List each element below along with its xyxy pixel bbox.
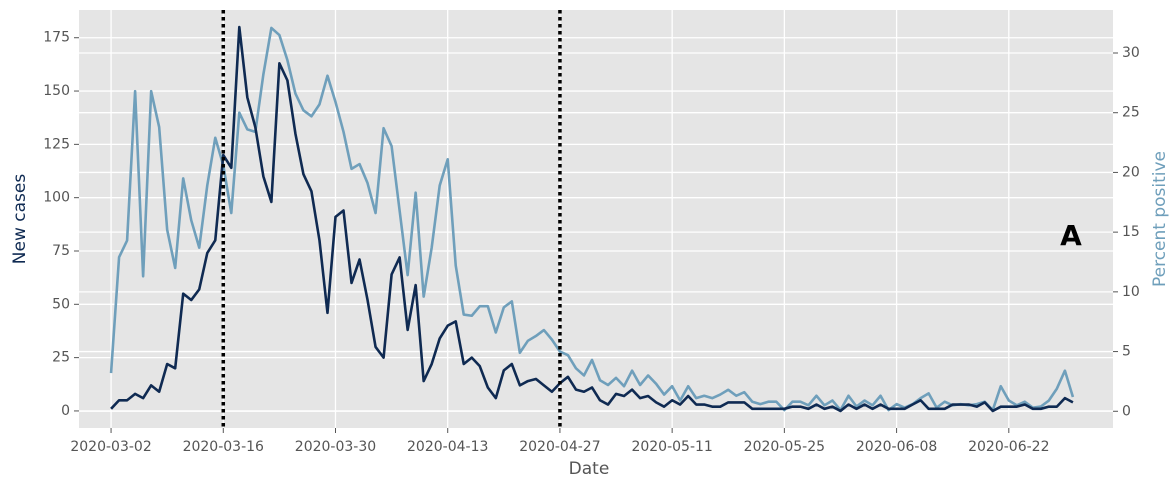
- y-tick-label: 175: [43, 30, 70, 46]
- annotation: A: [1060, 219, 1082, 252]
- x-tick-label: 2020-06-08: [856, 439, 937, 455]
- y2-tick-label: 30: [1122, 45, 1140, 61]
- x-tick-label: 2020-03-16: [183, 439, 264, 455]
- y-tick-label: 75: [52, 243, 70, 259]
- x-tick-label: 2020-06-22: [968, 439, 1049, 455]
- y2-axis-title: Percent positive: [1150, 151, 1170, 287]
- y-tick-label: 125: [43, 136, 70, 152]
- y2-tick-label: 15: [1122, 224, 1140, 240]
- x-axis-title: Date: [569, 459, 610, 479]
- x-tick-label: 2020-04-27: [519, 439, 600, 455]
- x-tick-label: 2020-05-11: [631, 439, 712, 455]
- x-tick-label: 2020-05-25: [744, 439, 825, 455]
- y2-tick-label: 25: [1122, 105, 1140, 121]
- y2-tick-label: 10: [1122, 284, 1140, 300]
- x-tick-label: 2020-03-30: [295, 439, 376, 455]
- y-tick-label: 100: [43, 190, 70, 206]
- y-tick-label: 50: [52, 296, 70, 312]
- y-axis-title: New cases: [10, 174, 30, 265]
- data-line: [110, 25, 1074, 413]
- y-tick-label: 0: [61, 403, 70, 419]
- y2-tick-label: 0: [1122, 403, 1131, 419]
- y2-tick-label: 20: [1122, 164, 1140, 180]
- plot-area: [79, 10, 1113, 428]
- y2-tick-label: 5: [1122, 344, 1131, 360]
- x-tick-label: 2020-04-13: [407, 439, 488, 455]
- x-tick-label: 2020-03-02: [70, 439, 151, 455]
- y-tick-label: 25: [52, 350, 70, 366]
- y-tick-label: 150: [43, 83, 70, 99]
